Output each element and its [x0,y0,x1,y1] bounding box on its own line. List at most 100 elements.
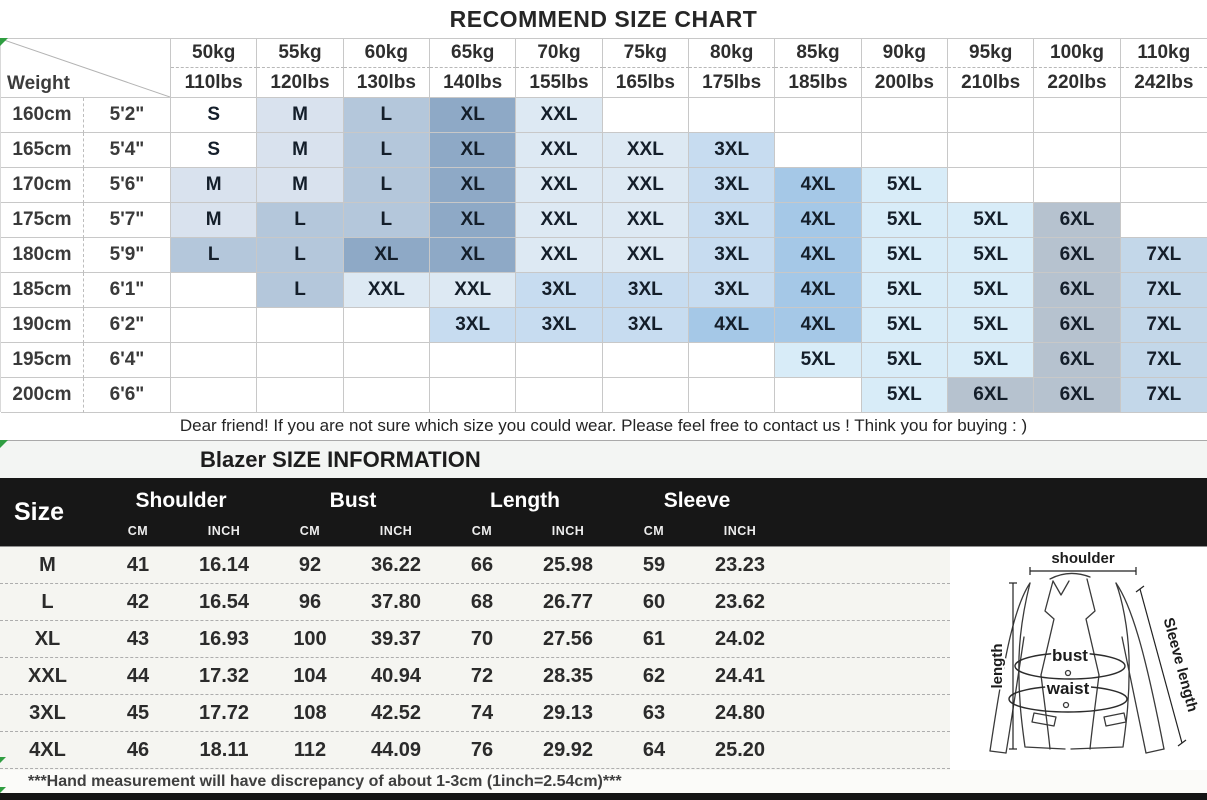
size-cell: L [343,168,430,203]
height-cm-cell: 170cm [1,168,84,203]
blazer-value-cell: 16.54 [198,590,250,613]
blazer-value-cell: 17.32 [198,664,250,687]
size-cell [948,98,1035,133]
size-cell [1120,203,1207,238]
blazer-value-cell: 46 [126,738,150,761]
size-cell: 6XL [1034,343,1121,378]
lbs-header-cell: 110lbs [171,68,258,98]
kg-header-cell: 55kg [257,39,344,68]
size-cell: XL [430,98,517,133]
size-cell [1034,133,1121,168]
green-corner-marker-icon [0,38,8,46]
size-cell [689,343,776,378]
blazer-value-cell: 28.35 [542,664,594,687]
size-cell: 6XL [1034,273,1121,308]
group-header-length: Length [490,489,560,512]
size-cell: XXL [516,133,603,168]
size-cell: L [343,203,430,238]
shoulder-label: shoulder [1051,550,1115,567]
size-cell: 6XL [948,378,1035,413]
blazer-title-band: Blazer SIZE INFORMATION [0,440,1207,478]
blazer-size-cell: XXL [28,664,67,687]
size-cell [430,343,517,378]
kg-header-cell: 85kg [775,39,862,68]
size-cell [948,133,1035,168]
kg-header-cell: 90kg [861,39,948,68]
blazer-value-cell: 62 [642,664,666,687]
height-ft-cell: 5'4" [84,133,171,168]
blazer-row: 4XL 46 18.11 112 44.09 76 29.92 64 25.20 [0,732,950,769]
diagonal-divider [1,39,170,97]
size-cell: 3XL [516,273,603,308]
size-cell: 5XL [861,203,948,238]
size-cell: S [171,98,258,133]
size-cell: XXL [602,133,689,168]
blazer-row: XXL 44 17.32 104 40.94 72 28.35 62 24.41 [0,658,950,695]
size-cell: L [257,238,344,273]
blazer-value-cell: 72 [470,664,494,687]
size-cell: M [171,203,258,238]
size-cell: 7XL [1120,378,1207,413]
bust-label: bust [1052,646,1088,665]
blazer-value-cell: 25.98 [542,553,594,576]
size-cell: 4XL [775,273,862,308]
size-cell: XXL [516,238,603,273]
size-cell [775,133,862,168]
size-cell [775,98,862,133]
blazer-value-cell: 42 [126,590,150,613]
size-cell [171,308,258,343]
height-ft-cell: 5'9" [84,238,171,273]
lbs-header-cell: 120lbs [257,68,344,98]
blazer-value-cell: 44.09 [370,738,422,761]
blazer-value-cell: 44 [126,664,150,687]
size-cell: 5XL [861,308,948,343]
blazer-measurement-section: M 41 16.14 92 36.22 66 25.98 59 23.23 L 42 16.54 96 3… [0,547,1207,770]
band-filler [783,478,1207,515]
height-cm-cell: 180cm [1,238,84,273]
size-chart-title: RECOMMEND SIZE CHART [449,5,758,32]
size-cell: XL [430,168,517,203]
blazer-value-cell: 63 [642,701,666,724]
kg-header-cell: 75kg [602,39,689,68]
height-ft-cell: 5'6" [84,168,171,203]
blazer-value-cell: 25.20 [714,738,766,761]
blazer-table: M 41 16.14 92 36.22 66 25.98 59 23.23 L 42 16.54 96 3… [0,547,950,769]
blazer-value-cell: 112 [293,738,327,761]
size-cell [343,343,430,378]
size-cell [1120,133,1207,168]
size-cell [257,308,344,343]
blazer-value-cell: 36.22 [370,553,422,576]
lbs-header-cell: 165lbs [602,68,689,98]
note-row: Dear friend! If you are not sure which s… [0,412,1207,440]
blazer-diagram-svg: shoulder length Sleeve length bust waist [987,548,1203,754]
size-cell [257,378,344,413]
blazer-diagram: shoulder length Sleeve length bust waist [950,547,1207,770]
size-cell: L [257,203,344,238]
size-cell [516,378,603,413]
length-label: length [989,644,1006,689]
size-cell [602,98,689,133]
size-cell [948,168,1035,203]
blazer-value-cell: 41 [126,553,150,576]
size-cell: 5XL [948,238,1035,273]
size-cell [343,308,430,343]
lbs-header-cell: 175lbs [689,68,776,98]
kg-header-cell: 70kg [516,39,603,68]
waist-label: waist [1046,679,1090,698]
kg-header-cell: 100kg [1034,39,1121,68]
unit-header-inch: INCH [723,524,757,538]
size-cell: 5XL [948,203,1035,238]
blazer-value-cell: 24.80 [714,701,766,724]
size-cell: 3XL [430,308,517,343]
height-cm-cell: 165cm [1,133,84,168]
size-cell: 7XL [1120,308,1207,343]
size-cell: 6XL [1034,308,1121,343]
size-cell: 3XL [602,308,689,343]
unit-header-cm: CM [471,524,493,538]
blazer-value-cell: 29.13 [542,701,594,724]
height-ft-cell: 6'4" [84,343,171,378]
lbs-header-cell: 242lbs [1120,68,1207,98]
size-cell [171,343,258,378]
green-corner-marker-icon [0,787,6,793]
